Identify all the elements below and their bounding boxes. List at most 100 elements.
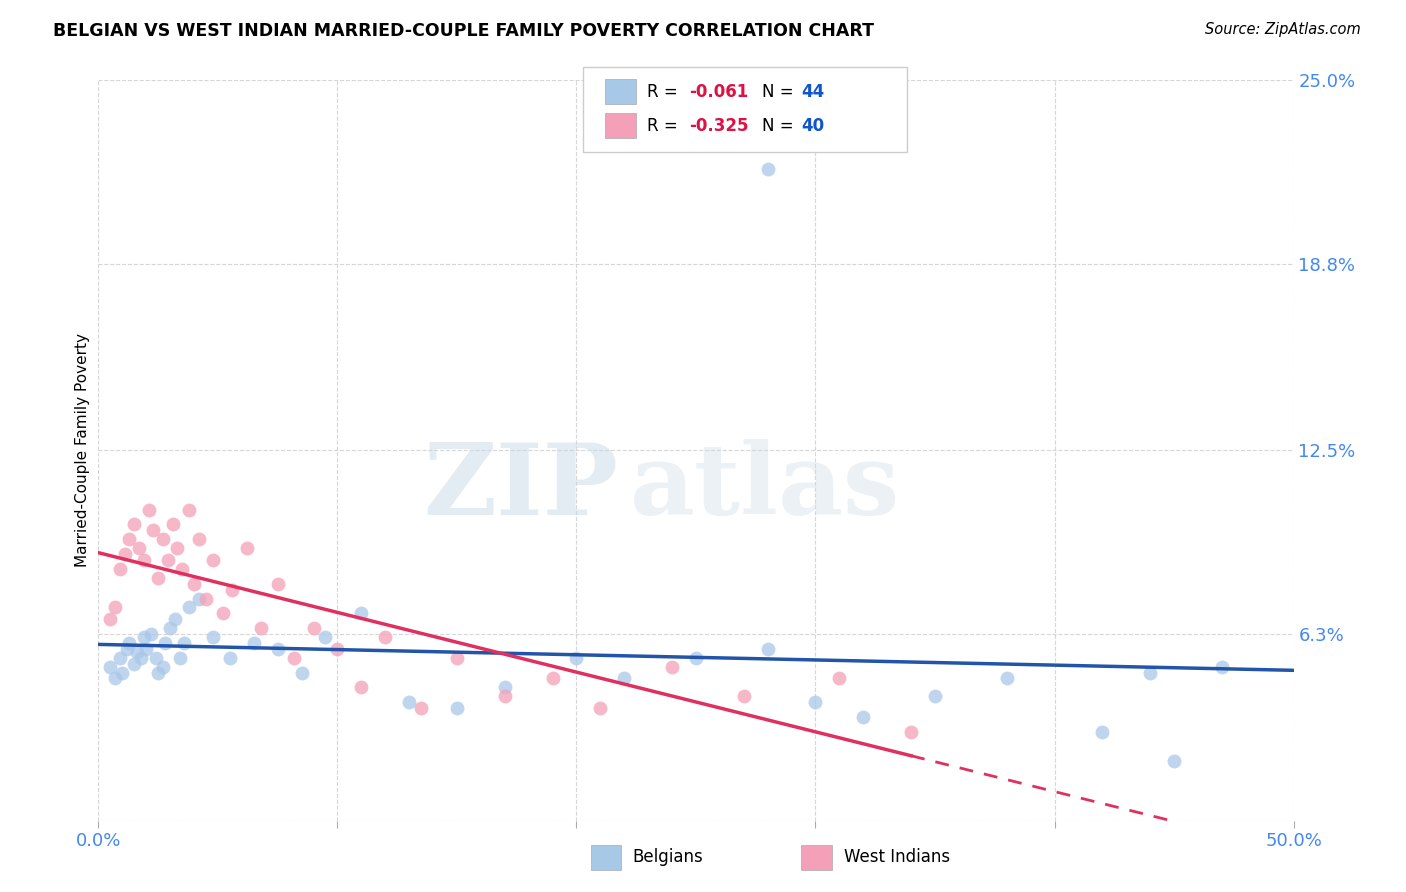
Point bbox=[1163, 755, 1185, 769]
Point bbox=[494, 690, 516, 704]
Point bbox=[211, 607, 233, 621]
Point bbox=[169, 650, 191, 665]
Point bbox=[114, 547, 136, 561]
Point bbox=[98, 659, 122, 673]
Point bbox=[1139, 665, 1161, 680]
Point bbox=[98, 612, 122, 626]
Point bbox=[139, 627, 162, 641]
Point bbox=[685, 650, 707, 665]
Point bbox=[108, 650, 131, 665]
Text: West Indians: West Indians bbox=[844, 848, 949, 866]
Point bbox=[202, 630, 225, 644]
Point bbox=[1211, 659, 1233, 673]
Text: Belgians: Belgians bbox=[633, 848, 703, 866]
Point bbox=[118, 636, 141, 650]
Point bbox=[302, 621, 325, 635]
Point bbox=[250, 621, 273, 635]
Point bbox=[118, 533, 141, 547]
Point bbox=[219, 650, 242, 665]
Point bbox=[900, 724, 922, 739]
Point bbox=[221, 582, 243, 597]
Y-axis label: Married-Couple Family Poverty: Married-Couple Family Poverty bbox=[75, 334, 90, 567]
Point bbox=[108, 562, 131, 576]
Point bbox=[115, 641, 138, 656]
Point bbox=[125, 645, 148, 659]
Point bbox=[733, 690, 755, 704]
Point bbox=[152, 533, 174, 547]
Point bbox=[565, 650, 588, 665]
Point bbox=[104, 600, 127, 615]
Point bbox=[187, 533, 209, 547]
Point bbox=[828, 672, 851, 686]
Point bbox=[804, 695, 827, 709]
Point bbox=[267, 576, 290, 591]
Text: -0.325: -0.325 bbox=[689, 117, 748, 135]
Point bbox=[195, 591, 218, 606]
Point bbox=[187, 591, 209, 606]
Point bbox=[494, 681, 516, 695]
Point bbox=[924, 690, 946, 704]
Point bbox=[131, 650, 153, 665]
Point bbox=[202, 553, 225, 567]
Text: N =: N = bbox=[762, 83, 799, 101]
Point bbox=[756, 162, 779, 177]
Point bbox=[124, 657, 146, 671]
Point bbox=[411, 701, 433, 715]
Point bbox=[111, 665, 134, 680]
Point bbox=[148, 571, 170, 585]
Point bbox=[152, 659, 174, 673]
Point bbox=[995, 672, 1018, 686]
Point bbox=[179, 502, 201, 516]
Text: atlas: atlas bbox=[630, 439, 900, 536]
Text: BELGIAN VS WEST INDIAN MARRIED-COUPLE FAMILY POVERTY CORRELATION CHART: BELGIAN VS WEST INDIAN MARRIED-COUPLE FA… bbox=[53, 22, 875, 40]
Point bbox=[124, 517, 146, 532]
Text: R =: R = bbox=[647, 117, 683, 135]
Point bbox=[374, 630, 396, 644]
Point bbox=[326, 641, 349, 656]
Point bbox=[446, 701, 468, 715]
Text: N =: N = bbox=[762, 117, 799, 135]
Point bbox=[243, 636, 266, 650]
Point bbox=[135, 641, 157, 656]
Point bbox=[172, 562, 194, 576]
Point bbox=[128, 541, 150, 556]
Point bbox=[398, 695, 420, 709]
Point bbox=[166, 541, 188, 556]
Point bbox=[235, 541, 257, 556]
Point bbox=[183, 576, 205, 591]
Point bbox=[156, 553, 179, 567]
Point bbox=[613, 672, 636, 686]
Point bbox=[142, 524, 165, 538]
Point bbox=[132, 553, 155, 567]
Point bbox=[179, 600, 201, 615]
Point bbox=[155, 636, 177, 650]
Point bbox=[132, 630, 155, 644]
Point bbox=[589, 701, 612, 715]
Point bbox=[138, 502, 160, 516]
Point bbox=[104, 672, 127, 686]
Point bbox=[148, 665, 170, 680]
Text: 40: 40 bbox=[801, 117, 824, 135]
Point bbox=[541, 672, 564, 686]
Point bbox=[173, 636, 195, 650]
Point bbox=[159, 621, 181, 635]
Point bbox=[1091, 724, 1114, 739]
Point bbox=[350, 607, 373, 621]
Text: Source: ZipAtlas.com: Source: ZipAtlas.com bbox=[1205, 22, 1361, 37]
Point bbox=[852, 710, 875, 724]
Point bbox=[163, 612, 186, 626]
Point bbox=[315, 630, 337, 644]
Point bbox=[291, 665, 314, 680]
Point bbox=[661, 659, 683, 673]
Point bbox=[446, 650, 468, 665]
Point bbox=[756, 641, 779, 656]
Text: -0.061: -0.061 bbox=[689, 83, 748, 101]
Text: ZIP: ZIP bbox=[423, 439, 619, 536]
Text: R =: R = bbox=[647, 83, 683, 101]
Point bbox=[350, 681, 373, 695]
Point bbox=[283, 650, 305, 665]
Point bbox=[267, 641, 290, 656]
Point bbox=[162, 517, 184, 532]
Text: 44: 44 bbox=[801, 83, 825, 101]
Point bbox=[145, 650, 167, 665]
